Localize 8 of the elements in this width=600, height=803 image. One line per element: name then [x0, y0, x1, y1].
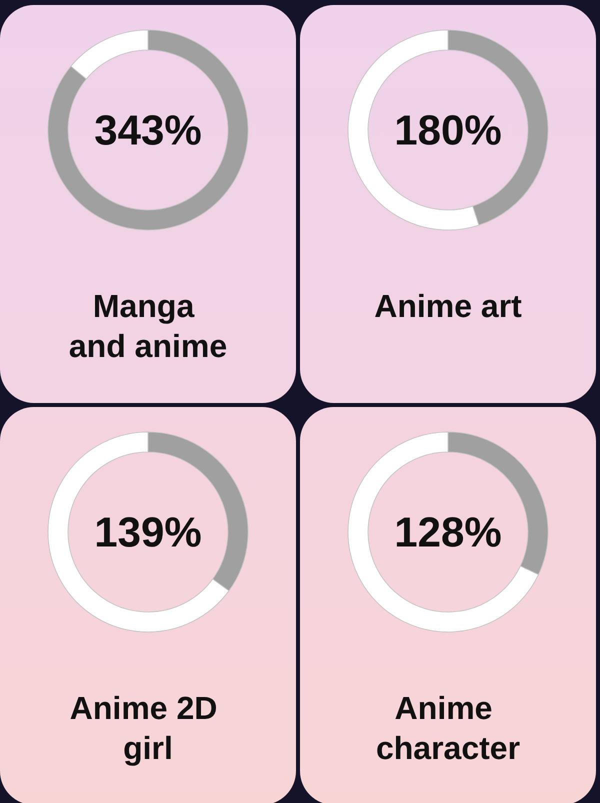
text: Anime character: [376, 690, 520, 766]
text: Manga and anime: [68, 288, 228, 364]
text: 139%: [94, 508, 202, 556]
text: Anime art: [374, 288, 522, 324]
text: 128%: [394, 508, 502, 556]
text: Anime 2D girl: [70, 690, 226, 766]
text: 343%: [94, 106, 202, 154]
text: 180%: [394, 106, 502, 154]
